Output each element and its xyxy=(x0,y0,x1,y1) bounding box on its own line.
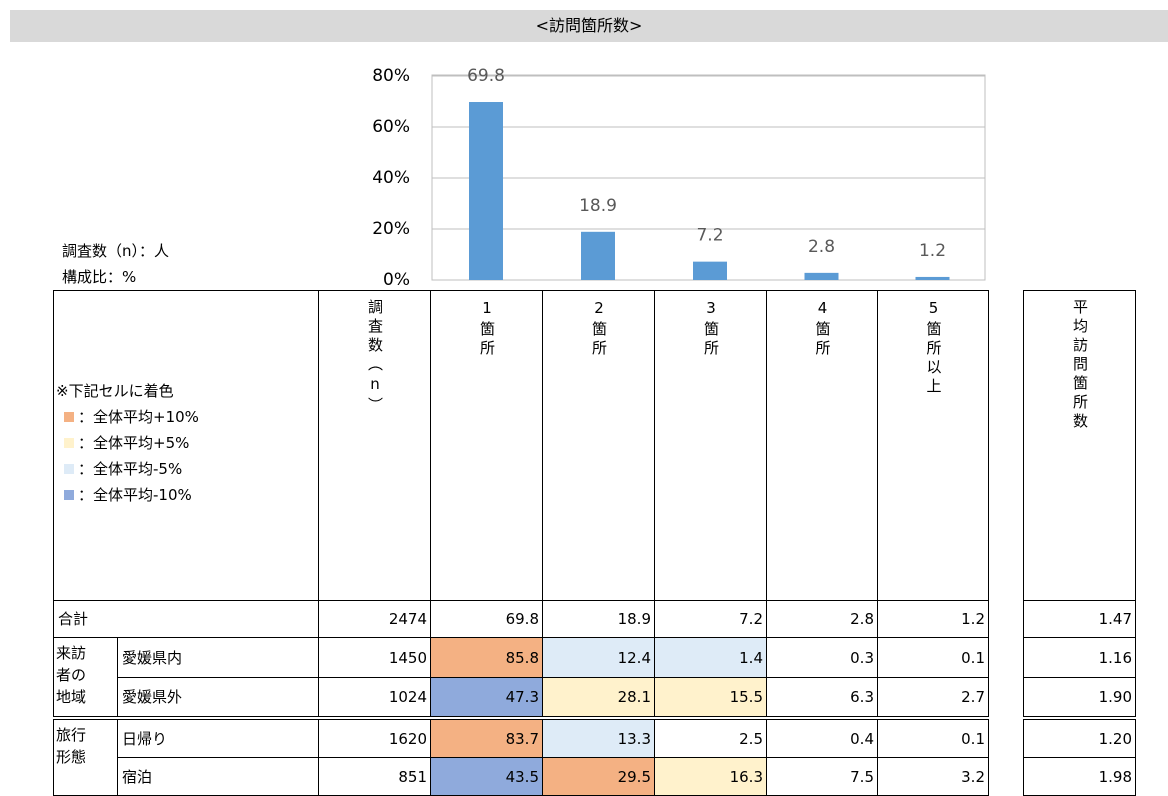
value-cell: 0.1 xyxy=(877,719,989,758)
value-cell: 28.1 xyxy=(542,677,655,717)
legend-label: ：全体平均+5% xyxy=(78,434,190,452)
header-cell: 平均訪問箇所数 xyxy=(1023,290,1136,601)
row-label: 愛媛県外 xyxy=(117,677,319,717)
group-cell: 旅行形態 xyxy=(53,719,118,796)
value-cell: 2.8 xyxy=(766,600,878,638)
avg-cell: 1.90 xyxy=(1023,677,1136,717)
row-label: 合計 xyxy=(53,600,319,638)
title-bar: <訪問箇所数> xyxy=(10,10,1168,42)
note: 構成比：% xyxy=(62,268,137,286)
value-cell: 7.2 xyxy=(654,600,767,638)
bar xyxy=(693,261,727,280)
y-tick-label: 0% xyxy=(383,270,410,290)
legend-label: ：全体平均+10% xyxy=(78,408,199,426)
header-label: 平均訪問箇所数 xyxy=(1071,299,1089,432)
legend: ※下記セルに着色 ：全体平均+10% ：全体平均+5% ：全体平均-5% ：全体平均-1… xyxy=(56,378,199,508)
value-cell: 16.3 xyxy=(654,757,767,796)
data-label: 7.2 xyxy=(696,226,723,246)
value-cell: 2.5 xyxy=(654,719,767,758)
value-cell: 85.8 xyxy=(430,637,543,678)
header-cell: 3箇所 xyxy=(654,290,767,601)
row-label: 日帰り xyxy=(117,719,319,758)
value-cell: 6.3 xyxy=(766,677,878,717)
row-label: 愛媛県内 xyxy=(117,637,319,678)
legend-item: ：全体平均-5% xyxy=(56,456,199,482)
legend-title: ※下記セルに着色 xyxy=(56,382,174,400)
header-label: 調査数（n） xyxy=(366,299,384,416)
value-cell: 83.7 xyxy=(430,719,543,758)
data-label: 69.8 xyxy=(467,66,505,86)
value-cell: 43.5 xyxy=(430,757,543,796)
header-label: 5箇所以上 xyxy=(924,299,943,397)
y-tick-label: 20% xyxy=(372,219,410,239)
group-label: 来訪者の地域 xyxy=(56,644,87,706)
header-label: 2箇所 xyxy=(590,299,608,359)
y-tick-label: 40% xyxy=(372,168,410,188)
avg-cell: 1.16 xyxy=(1023,637,1136,678)
n-cell: 1620 xyxy=(318,719,431,758)
bar xyxy=(469,102,503,280)
title: <訪問箇所数> xyxy=(535,16,643,35)
value-cell: 29.5 xyxy=(542,757,655,796)
value-cell: 12.4 xyxy=(542,637,655,678)
header-cell: 調査数（n） xyxy=(318,290,431,601)
header-label: 1箇所 xyxy=(478,299,496,359)
legend-item: ：全体平均+10% xyxy=(56,404,199,430)
avg-cell: 1.20 xyxy=(1023,719,1136,758)
legend-swatch xyxy=(64,438,74,448)
avg-cell: 1.47 xyxy=(1023,600,1136,638)
y-tick-label: 60% xyxy=(372,117,410,137)
data-label: 2.8 xyxy=(808,237,835,257)
legend-item: ：全体平均+5% xyxy=(56,430,199,456)
value-cell: 0.1 xyxy=(877,637,989,678)
avg-cell: 1.98 xyxy=(1023,757,1136,796)
value-cell: 15.5 xyxy=(654,677,767,717)
value-cell: 0.3 xyxy=(766,637,878,678)
group-cell: 来訪者の地域 xyxy=(53,637,118,717)
header-cell: 1箇所 xyxy=(430,290,543,601)
note: 調査数（n）：人 xyxy=(62,242,170,260)
value-cell: 3.2 xyxy=(877,757,989,796)
n-cell: 1450 xyxy=(318,637,431,678)
row-label: 宿泊 xyxy=(117,757,319,796)
value-cell: 2.7 xyxy=(877,677,989,717)
legend-item: ：全体平均-10% xyxy=(56,482,199,508)
n-cell: 851 xyxy=(318,757,431,796)
value-cell: 69.8 xyxy=(430,600,543,638)
header-cell: 4箇所 xyxy=(766,290,878,601)
legend-swatch xyxy=(64,490,74,500)
bar xyxy=(581,231,615,280)
header-cell: 5箇所以上 xyxy=(877,290,989,601)
header-label: 3箇所 xyxy=(702,299,720,359)
bar xyxy=(915,276,950,280)
value-cell: 13.3 xyxy=(542,719,655,758)
legend-label: ：全体平均-10% xyxy=(78,486,192,504)
chart: 0% 20% 40% 60% 80% 69.8 18.9 7.2 2.8 1.2 xyxy=(372,66,986,290)
value-cell: 18.9 xyxy=(542,600,655,638)
data-label: 1.2 xyxy=(919,241,946,261)
legend-label: ：全体平均-5% xyxy=(78,460,183,478)
value-cell: 1.2 xyxy=(877,600,989,638)
header-cell: 2箇所 xyxy=(542,290,655,601)
group-label: 旅行形態 xyxy=(56,726,87,766)
header-label: 4箇所 xyxy=(813,299,832,359)
y-tick-label: 80% xyxy=(372,66,410,86)
value-cell: 7.5 xyxy=(766,757,878,796)
legend-swatch xyxy=(64,412,74,422)
bar xyxy=(804,272,839,280)
n-cell: 1024 xyxy=(318,677,431,717)
legend-swatch xyxy=(64,464,74,474)
value-cell: 0.4 xyxy=(766,719,878,758)
n-cell: 2474 xyxy=(318,600,431,638)
value-cell: 1.4 xyxy=(654,637,767,678)
value-cell: 47.3 xyxy=(430,677,543,717)
data-label: 18.9 xyxy=(579,196,617,216)
